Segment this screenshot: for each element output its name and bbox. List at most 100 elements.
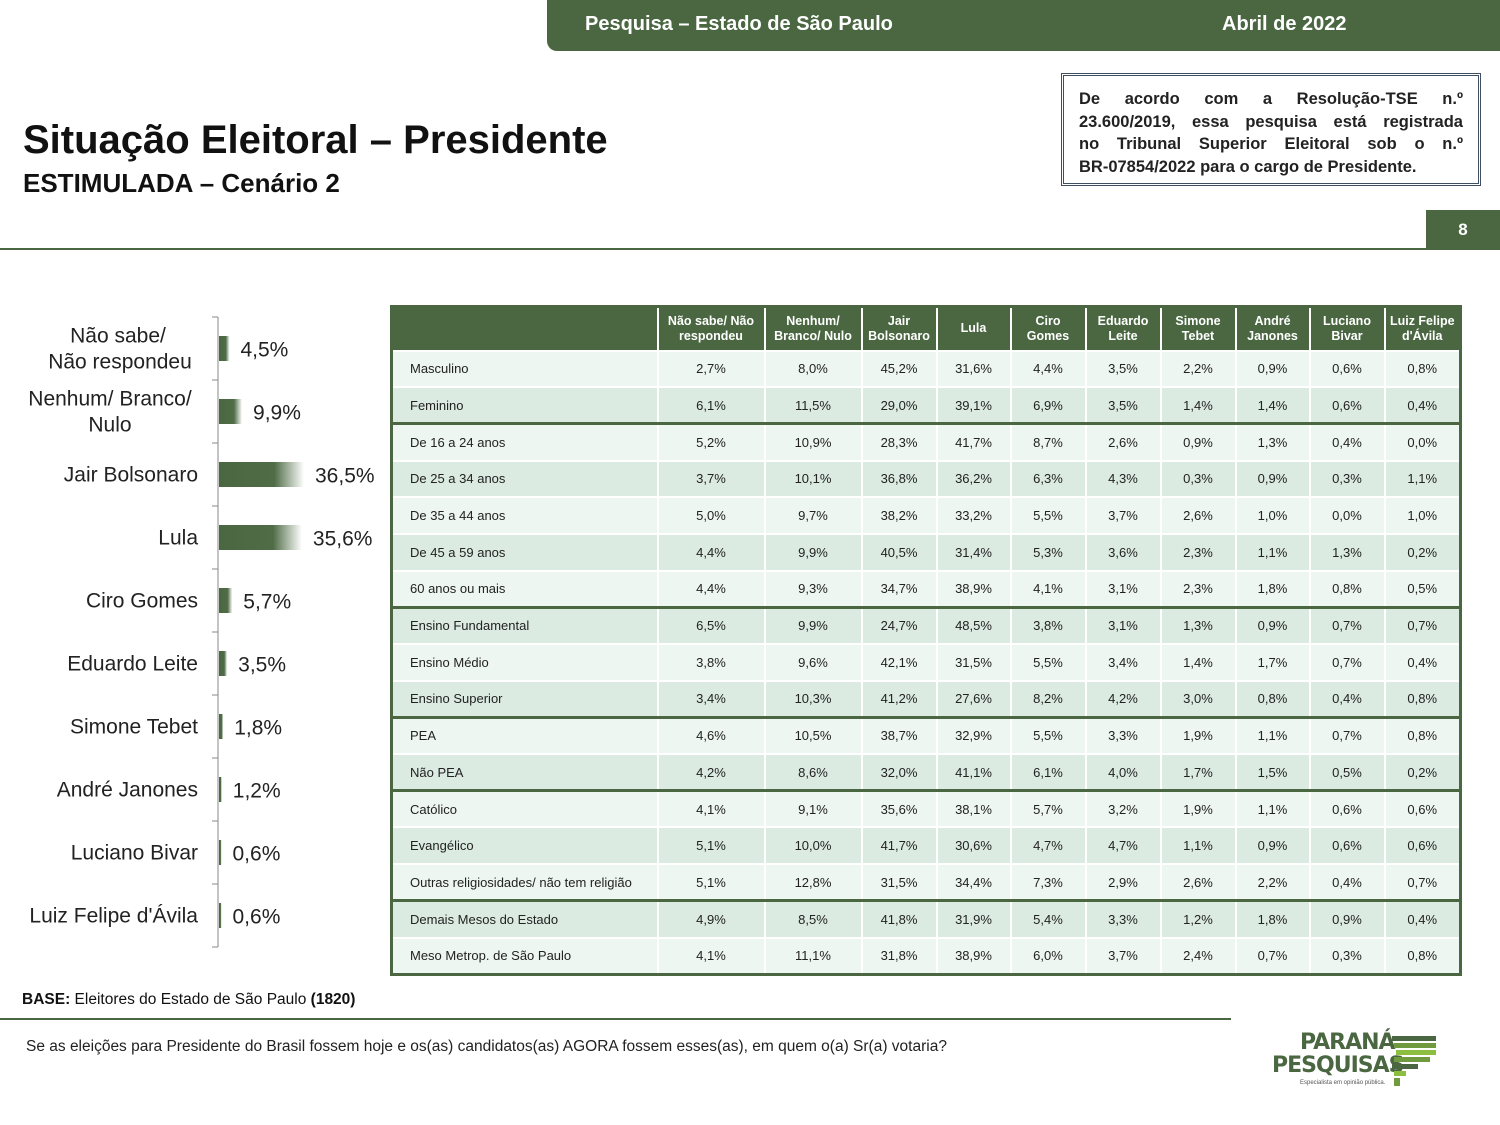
table-cell: 0,2%: [1383, 753, 1461, 791]
row-label: Feminino: [391, 386, 658, 424]
header-cell: Eduardo Leite: [1084, 306, 1161, 351]
table-cell: 1,0%: [1383, 496, 1461, 534]
table-cell: 0,5%: [1308, 753, 1385, 791]
table-cell: 3,4%: [1084, 643, 1161, 681]
table-cell: 2,6%: [1159, 496, 1236, 534]
table-cell: 6,1%: [656, 386, 765, 424]
table-cell: 38,1%: [935, 789, 1011, 828]
table-cell: 0,6%: [1308, 349, 1385, 388]
logo-line-1: PARANÁ: [1300, 1030, 1396, 1055]
table-cell: 28,3%: [860, 422, 937, 461]
table-row: De 35 a 44 anos 5,0% 9,7% 38,2% 33,2% 5,5% 3,7…: [391, 496, 1461, 534]
table-cell: 2,2%: [1234, 863, 1310, 901]
category-label: Nenhum/ Branco/: [28, 388, 192, 411]
table-cell: 0,9%: [1159, 422, 1236, 461]
table-cell: 1,1%: [1383, 459, 1461, 498]
table-cell: 0,9%: [1234, 459, 1310, 498]
table-cell: 4,4%: [1009, 349, 1086, 388]
table-row: De 16 a 24 anos 5,2% 10,9% 28,3% 41,7% 8,7% 2,…: [391, 422, 1461, 461]
table-cell: 11,1%: [763, 936, 862, 975]
table-cell: 1,5%: [1234, 753, 1310, 791]
table-cell: 1,9%: [1159, 715, 1236, 755]
table-cell: 35,6%: [860, 789, 937, 828]
table-cell: 3,5%: [1084, 386, 1161, 424]
table-cell: 2,3%: [1159, 569, 1236, 608]
table-cell: 0,6%: [1383, 826, 1461, 865]
table-cell: 0,0%: [1383, 422, 1461, 461]
table-cell: 0,4%: [1383, 899, 1461, 938]
table-cell: 5,1%: [656, 826, 765, 865]
table-cell: 4,7%: [1084, 826, 1161, 865]
table-cell: 1,8%: [1234, 899, 1310, 938]
category-label: Lula: [158, 527, 198, 550]
table-cell: 1,4%: [1159, 643, 1236, 681]
logo-tagline: Especialista em opinião pública.: [1300, 1080, 1386, 1086]
table-cell: 0,3%: [1159, 459, 1236, 498]
table-row: Ensino Superior 3,4% 10,3% 41,2% 27,6% 8,2% 4,…: [391, 679, 1461, 718]
table-cell: 0,6%: [1308, 789, 1385, 828]
table-cell: 1,1%: [1159, 826, 1236, 865]
table-cell: 4,9%: [656, 899, 765, 938]
table-cell: 0,8%: [1383, 936, 1461, 975]
table-cell: 38,9%: [935, 936, 1011, 975]
table-cell: 0,0%: [1308, 496, 1385, 534]
header-divider: [0, 248, 1426, 250]
row-label: Ensino Fundamental: [391, 605, 658, 644]
table-row: De 45 a 59 anos 4,4% 9,9% 40,5% 31,4% 5,3% 3,6…: [391, 532, 1461, 571]
table-cell: 4,7%: [1009, 826, 1086, 865]
table-cell: 3,0%: [1159, 679, 1236, 718]
table-cell: 4,2%: [1084, 679, 1161, 718]
survey-title: Pesquisa – Estado de São Paulo: [585, 13, 893, 35]
table-cell: 1,7%: [1234, 643, 1310, 681]
table-row: Demais Mesos do Estado 4,9% 8,5% 41,8% 31,9%…: [391, 899, 1461, 938]
base-count: (1820): [310, 991, 356, 1008]
row-label: De 16 a 24 anos: [391, 422, 658, 461]
page-subtitle: ESTIMULADA – Cenário 2: [23, 168, 340, 198]
table-cell: 1,4%: [1234, 386, 1310, 424]
table-cell: 4,1%: [656, 936, 765, 975]
table-cell: 4,2%: [656, 753, 765, 791]
table-row: Não PEA 4,2% 8,6% 32,0% 41,1% 6,1% 4,0% 1,7% 1,5…: [391, 753, 1461, 791]
table-cell: 2,4%: [1159, 936, 1236, 975]
bar-value-label: 1,2%: [233, 780, 281, 803]
table-cell: 42,1%: [860, 643, 937, 681]
table-cell: 3,8%: [656, 643, 765, 681]
table-cell: 2,6%: [1084, 422, 1161, 461]
table-cell: 5,5%: [1009, 496, 1086, 534]
table-cell: 0,3%: [1308, 459, 1385, 498]
table-cell: 29,0%: [860, 386, 937, 424]
table-cell: 10,9%: [763, 422, 862, 461]
header-cell: André Janones: [1234, 306, 1310, 351]
bar-value-label: 1,8%: [234, 717, 282, 740]
logo-line-2: PESQUISAS: [1272, 1053, 1404, 1078]
table-cell: 3,7%: [1084, 936, 1161, 975]
table-cell: 24,7%: [860, 605, 937, 644]
table-cell: 3,1%: [1084, 569, 1161, 608]
row-label: De 45 a 59 anos: [391, 532, 658, 571]
table-cell: 3,3%: [1084, 899, 1161, 938]
footer-divider: [0, 1018, 1231, 1020]
table-cell: 9,3%: [763, 569, 862, 608]
table-cell: 48,5%: [935, 605, 1011, 644]
bar-chart: 4,5% Não sabe/Não respondeu 9,9% Nenhum/ Br…: [28, 316, 375, 948]
tse-line-3: no Tribunal Superior Eleitoral sob o n.º: [1079, 135, 1463, 153]
table-cell: 5,2%: [656, 422, 765, 461]
table-cell: 0,6%: [1308, 386, 1385, 424]
table-cell: 11,5%: [763, 386, 862, 424]
table-cell: 0,9%: [1234, 826, 1310, 865]
category-label: Eduardo Leite: [67, 653, 198, 676]
table-cell: 7,3%: [1009, 863, 1086, 901]
table-cell: 38,9%: [935, 569, 1011, 608]
category-label: Nulo: [88, 414, 131, 437]
page-number: 8: [1426, 210, 1500, 250]
tse-line-2: 23.600/2019, essa pesquisa está registra…: [1079, 112, 1463, 131]
table-cell: 0,8%: [1383, 349, 1461, 388]
table-cell: 38,2%: [860, 496, 937, 534]
table-cell: 3,3%: [1084, 715, 1161, 755]
table-cell: 3,8%: [1009, 605, 1086, 644]
header-cell: Luciano Bivar: [1308, 306, 1385, 351]
base-label: BASE:: [22, 991, 71, 1008]
table-cell: 6,9%: [1009, 386, 1086, 424]
table-cell: 31,6%: [935, 349, 1011, 388]
table-cell: 0,8%: [1383, 679, 1461, 718]
